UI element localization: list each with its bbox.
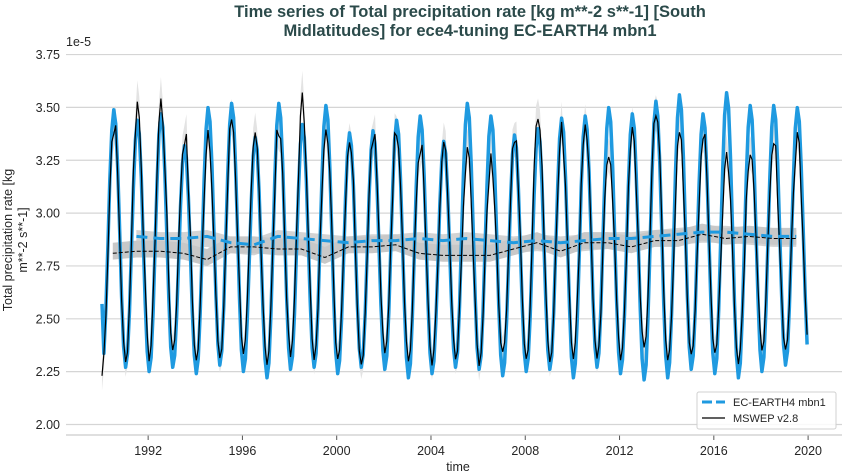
mswep-monthly-line: [101, 92, 808, 376]
y-axis-label-line-2: m**-2 s**-1]: [16, 207, 30, 272]
x-tick-labels: 1992 1996 2000 2004 2008 2012 2016 2020: [134, 435, 822, 458]
chart-title-line-2: Midlatitudes] for ece4-tuning EC-EARTH4 …: [283, 22, 656, 40]
x-tick-label: 1996: [229, 444, 257, 458]
y-tick-label: 3.25: [36, 154, 60, 168]
y-tick-label: 2.50: [36, 312, 60, 326]
x-tick-label: 1992: [134, 444, 162, 458]
y-tick-label: 2.00: [36, 418, 60, 432]
y-axis-label: Total precipitation rate [kg m**-2 s**-1…: [1, 169, 30, 311]
mswep-running-mean-line: [112, 233, 797, 261]
legend-label-mswep: MSWEP v2.8: [733, 413, 798, 425]
legend-box: [696, 391, 837, 430]
x-tick-label: 2012: [606, 444, 634, 458]
y-tick-label: 3.75: [36, 48, 60, 62]
legend: EC-EARTH4 mbn1 MSWEP v2.8: [696, 391, 837, 430]
ec-earth4-running-mean-line: [136, 230, 797, 247]
chart-title-line-1: Time series of Total precipitation rate …: [234, 3, 706, 21]
x-tick-label: 2008: [511, 444, 539, 458]
x-tick-label: 2016: [700, 444, 728, 458]
x-axis-label: time: [446, 460, 470, 474]
y-offset-label: 1e-5: [66, 35, 91, 49]
series-lines: [100, 91, 809, 382]
y-axis-label-line-1: Total precipitation rate [kg: [1, 169, 15, 311]
ec-earth4-monthly-line: [100, 91, 809, 382]
y-tick-labels: 2.00 2.25 2.50 2.75 3.00 3.25 3.50 3.75: [36, 48, 60, 432]
legend-label-ec-earth4: EC-EARTH4 mbn1: [733, 397, 826, 409]
y-tick-label: 2.75: [36, 259, 60, 273]
y-tick-label: 3.00: [36, 207, 60, 221]
mean-band-ec-earth4: [136, 225, 797, 256]
x-tick-label: 2020: [794, 444, 822, 458]
x-tick-label: 2004: [417, 444, 445, 458]
x-tick-label: 2000: [323, 444, 351, 458]
y-tick-label: 2.25: [36, 365, 60, 379]
y-tick-label: 3.50: [36, 101, 60, 115]
